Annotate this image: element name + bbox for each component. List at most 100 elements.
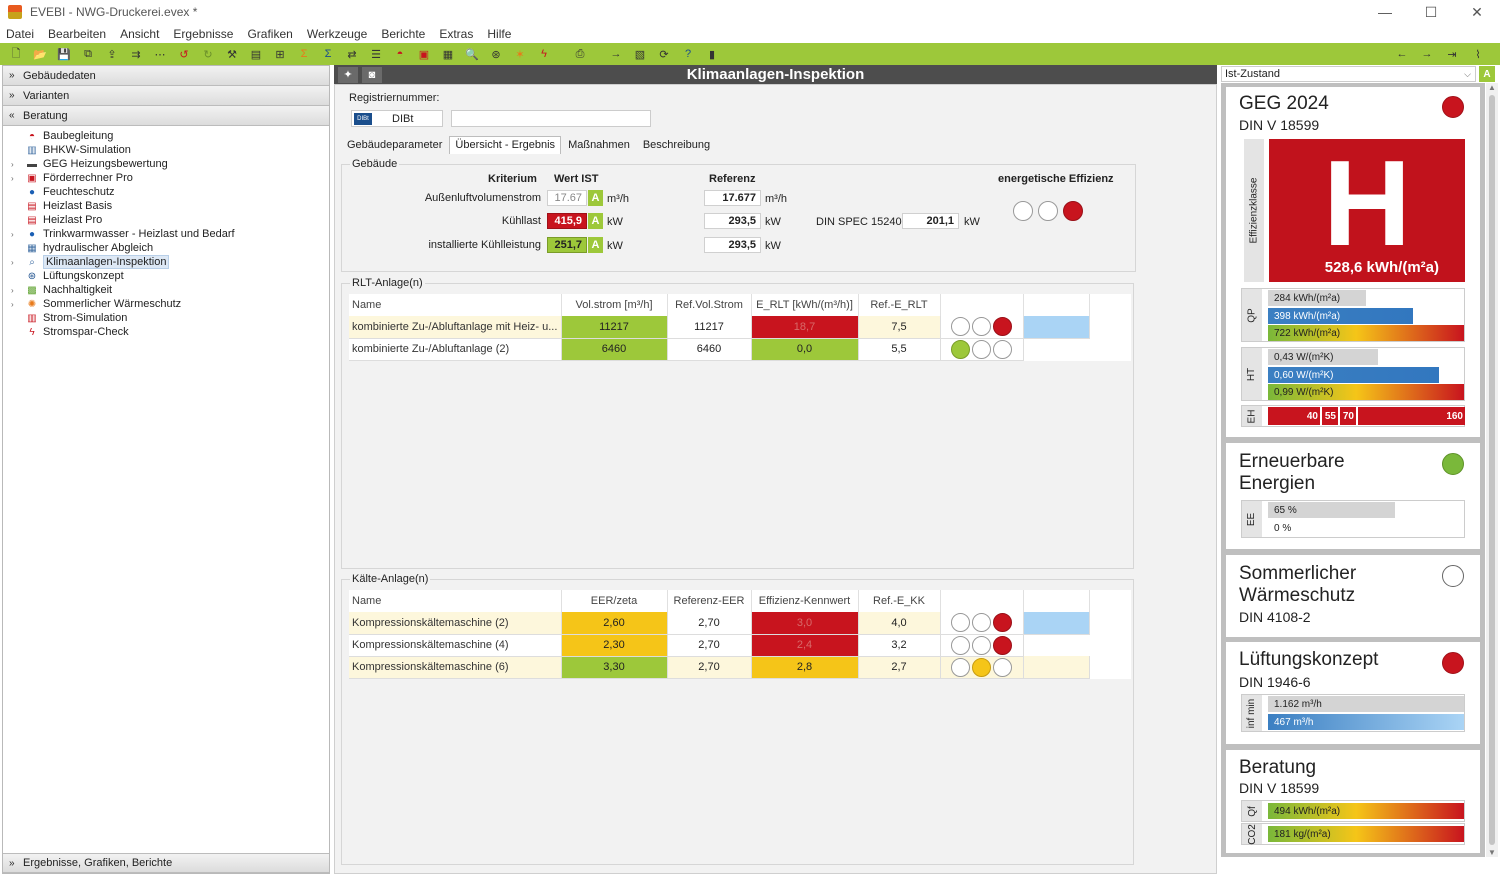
tree-item[interactable]: ▥ BHKW-Simulation (3, 143, 329, 157)
table-row[interactable]: Kompressionskältemaschine (2) 2,60 2,70 … (349, 612, 1131, 635)
expander-icon[interactable]: › (11, 257, 14, 267)
pdf-icon[interactable]: ▧ (634, 48, 646, 61)
calc-tool-icon[interactable]: ▣ (418, 48, 430, 61)
scrollbar-thumb[interactable] (1489, 95, 1495, 845)
menu-grafiken[interactable]: Grafiken (247, 26, 293, 41)
helmet-tool-icon[interactable]: ◓ (396, 48, 404, 60)
menu-hilfe[interactable]: Hilfe (487, 26, 512, 41)
arrow-right-icon[interactable]: → (610, 48, 622, 60)
ee-card[interactable]: Erneuerbare Energien EE 65 % 0 % (1226, 443, 1480, 549)
geg-subtitle: DIN V 18599 (1239, 117, 1320, 133)
tree-item[interactable]: ▦ hydraulischer Abgleich (3, 241, 329, 255)
nav-back-icon[interactable]: ← (1396, 48, 1408, 60)
compare-icon[interactable]: ⇄ (347, 48, 357, 61)
minimize-icon[interactable]: — (1378, 4, 1392, 20)
results-scrollbar[interactable]: ▲ ▼ (1486, 83, 1498, 857)
section-varianten[interactable]: » Varianten (3, 86, 329, 106)
print-icon[interactable]: ⎙ (575, 47, 585, 60)
wizard-icon[interactable]: ✦ (338, 66, 358, 83)
lk-card[interactable]: Lüftungskonzept DIN 1946-6 inf min 1.162… (1226, 642, 1480, 744)
tab-beschreibung[interactable]: Beschreibung (642, 139, 711, 151)
registration-number-input[interactable] (451, 110, 651, 127)
tree-icon[interactable]: ⊞ (275, 48, 285, 61)
expander-icon[interactable]: › (11, 173, 14, 183)
menu-datei[interactable]: Datei (6, 26, 35, 41)
new-file-icon[interactable]: 🗋 (11, 47, 21, 60)
section-gebaeudedaten[interactable]: » Gebäudedaten (3, 66, 329, 86)
wand-icon[interactable]: ⚒ (227, 48, 237, 61)
camera-icon[interactable]: ◙ (362, 66, 382, 83)
section-beratung[interactable]: « Beratung (3, 106, 329, 126)
inspect-tool-icon[interactable]: 🔍 (465, 48, 479, 61)
menu-werkzeuge[interactable]: Werkzeuge (306, 26, 368, 41)
open-folder-icon[interactable]: 📂 (33, 48, 47, 61)
scroll-down-icon[interactable]: ▼ (1488, 848, 1496, 857)
report-icon[interactable]: ▤ (250, 48, 262, 61)
tree-item[interactable]: ▤ Heizlast Pro (3, 213, 329, 227)
page-title: Klimaanlagen-Inspektion (686, 66, 865, 83)
tab-gebaeudeparameter[interactable]: Gebäudeparameter (347, 139, 443, 151)
chart-tool-icon[interactable]: ⌇ (1475, 48, 1481, 61)
tree-item[interactable]: ϟ Stromspar-Check (3, 325, 329, 339)
nav-end-icon[interactable]: ⇥ (1447, 48, 1457, 61)
beratung-card[interactable]: Beratung DIN V 18599 Qf 494 kWh/(m²a) CO… (1226, 750, 1480, 853)
menu-berichte[interactable]: Berichte (381, 26, 426, 41)
valve-tool-icon[interactable]: ▦ (442, 48, 454, 61)
menu-ansicht[interactable]: Ansicht (120, 26, 160, 41)
tree-item[interactable]: › ▣ Förderrechner Pro (3, 171, 329, 185)
column-header (940, 294, 1024, 316)
menu-bearbeiten[interactable]: Bearbeiten (48, 26, 107, 41)
tab-uebersicht-ergebnis[interactable]: Übersicht - Ergebnis (449, 136, 562, 154)
sun-tool-icon[interactable]: ✶ (515, 48, 525, 61)
fan-tool-icon[interactable]: ⊛ (491, 48, 501, 61)
maximize-icon[interactable]: ☐ (1424, 3, 1438, 20)
refresh-icon[interactable]: ⟳ (659, 48, 669, 61)
eff-cell: 3,0 (751, 612, 859, 635)
nav-forward-icon[interactable]: → (1421, 48, 1433, 60)
ref-e-cell: 5,5 (858, 338, 941, 361)
state-select[interactable]: Ist-Zustand ⌵ (1221, 66, 1476, 82)
close-icon[interactable]: ✕ (1471, 3, 1483, 20)
import-icon[interactable]: ⇪ (107, 48, 117, 61)
geg-card[interactable]: GEG 2024 DIN V 18599 Effizienzklasse H 5… (1226, 87, 1480, 437)
state-action-button[interactable]: A (1479, 66, 1495, 82)
table-row[interactable]: Kompressionskältemaschine (6) 3,30 2,70 … (349, 656, 1131, 679)
dibt-button[interactable]: DIBt DIBt (351, 110, 443, 127)
list-icon[interactable]: ☰ (371, 48, 381, 61)
tree-item[interactable]: ⊛ Lüftungskonzept (3, 269, 329, 283)
dash-icon[interactable]: ⋯ (154, 48, 166, 61)
tab-massnahmen[interactable]: Maßnahmen (568, 139, 630, 151)
copy-icon[interactable]: ⧉ (84, 47, 92, 60)
tree-item[interactable]: ▥ Strom-Simulation (3, 311, 329, 325)
tree-item[interactable]: › ✺ Sommerlicher Wärmeschutz (3, 297, 329, 311)
lightning-tool-icon[interactable]: ϟ (541, 48, 547, 60)
undo-icon[interactable]: ↺ (179, 48, 189, 61)
unit-label: kW (964, 216, 980, 228)
table-row[interactable]: kombinierte Zu-/Abluftanlage mit Heiz- u… (349, 316, 1131, 339)
scroll-up-icon[interactable]: ▲ (1488, 83, 1496, 92)
table-row[interactable]: kombinierte Zu-/Abluftanlage (2) 6460 64… (349, 338, 1131, 361)
expander-icon[interactable]: › (11, 159, 14, 169)
tree-item[interactable]: › ▬ GEG Heizungsbewertung (3, 157, 329, 171)
menu-extras[interactable]: Extras (439, 26, 474, 41)
expander-icon[interactable]: › (11, 285, 14, 295)
tree-item[interactable]: › ▩ Nachhaltigkeit (3, 283, 329, 297)
redo-icon[interactable]: ↻ (203, 48, 213, 61)
save-icon[interactable]: 💾 (57, 48, 71, 61)
expander-icon[interactable]: › (11, 299, 14, 309)
expander-icon[interactable]: › (11, 229, 14, 239)
sws-card[interactable]: Sommerlicher Wärmeschutz DIN 4108-2 (1226, 555, 1480, 637)
menu-ergebnisse[interactable]: Ergebnisse (173, 26, 234, 41)
help-icon[interactable]: ? (684, 48, 692, 60)
tree-item[interactable]: › ⌕ Klimaanlagen-Inspektion (3, 255, 329, 269)
book-icon[interactable]: ▮ (708, 48, 716, 61)
sigma-box-icon[interactable]: Σ (324, 48, 332, 60)
tree-item[interactable]: ◓ Baubegleitung (3, 129, 329, 143)
section-ergebnisse[interactable]: » Ergebnisse, Grafiken, Berichte (3, 853, 329, 873)
table-row[interactable]: Kompressionskältemaschine (4) 2,30 2,70 … (349, 634, 1131, 657)
sum-icon[interactable]: Σ (300, 48, 308, 60)
tree-item[interactable]: ▤ Heizlast Basis (3, 199, 329, 213)
export-icon[interactable]: ⇉ (131, 48, 141, 61)
tree-item[interactable]: › ● Trinkwarmwasser - Heizlast und Bedarf (3, 227, 329, 241)
tree-item[interactable]: ● Feuchteschutz (3, 185, 329, 199)
